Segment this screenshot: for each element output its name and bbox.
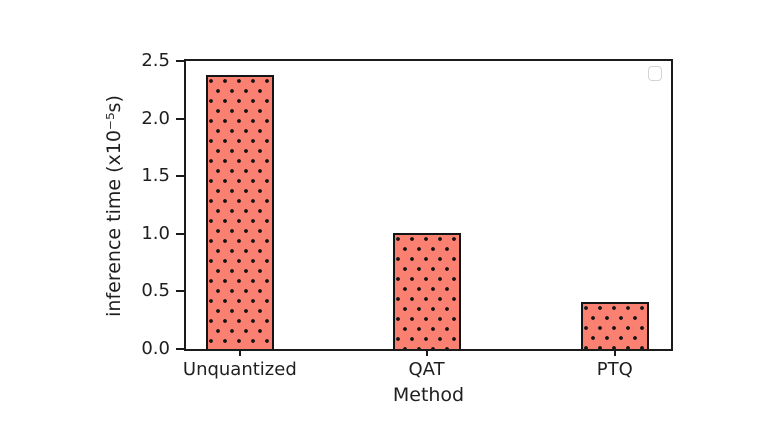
y-axis-label: inference time (x10⁻⁵s) [103,95,125,317]
y-tick-label: 2.5 [141,50,170,71]
y-tick-mark [176,348,184,350]
y-tick-label: 0.0 [141,338,170,359]
x-tick-label-ptq: PTQ [596,359,633,380]
bar-qat [392,232,461,349]
bar-unquantized [205,74,274,349]
bar-ptq [580,301,649,349]
y-tick-mark [176,232,184,235]
y-tick-label: 0.5 [141,280,170,302]
x-tick-mark [425,349,428,356]
y-tick-label: 1.5 [141,165,170,187]
legend-frame [648,66,662,81]
x-tick-label-unquantized: Unquantized [182,359,297,380]
y-tick-label: 1.0 [141,222,170,244]
y-tick-label: 2.0 [141,107,170,129]
plot-area: 0.0 0.5 1.0 1.5 2.0 2.5 Unquantized QAT PTQ [141,52,673,379]
y-tick-mark [176,290,184,293]
x-tick-label-qat: QAT [408,359,445,380]
y-tick-mark [176,175,184,178]
x-tick-mark [238,349,241,356]
y-tick-mark [176,117,184,120]
y-tick-mark [176,60,184,62]
x-axis-label: Method [392,384,465,406]
x-tick-mark [613,349,616,356]
